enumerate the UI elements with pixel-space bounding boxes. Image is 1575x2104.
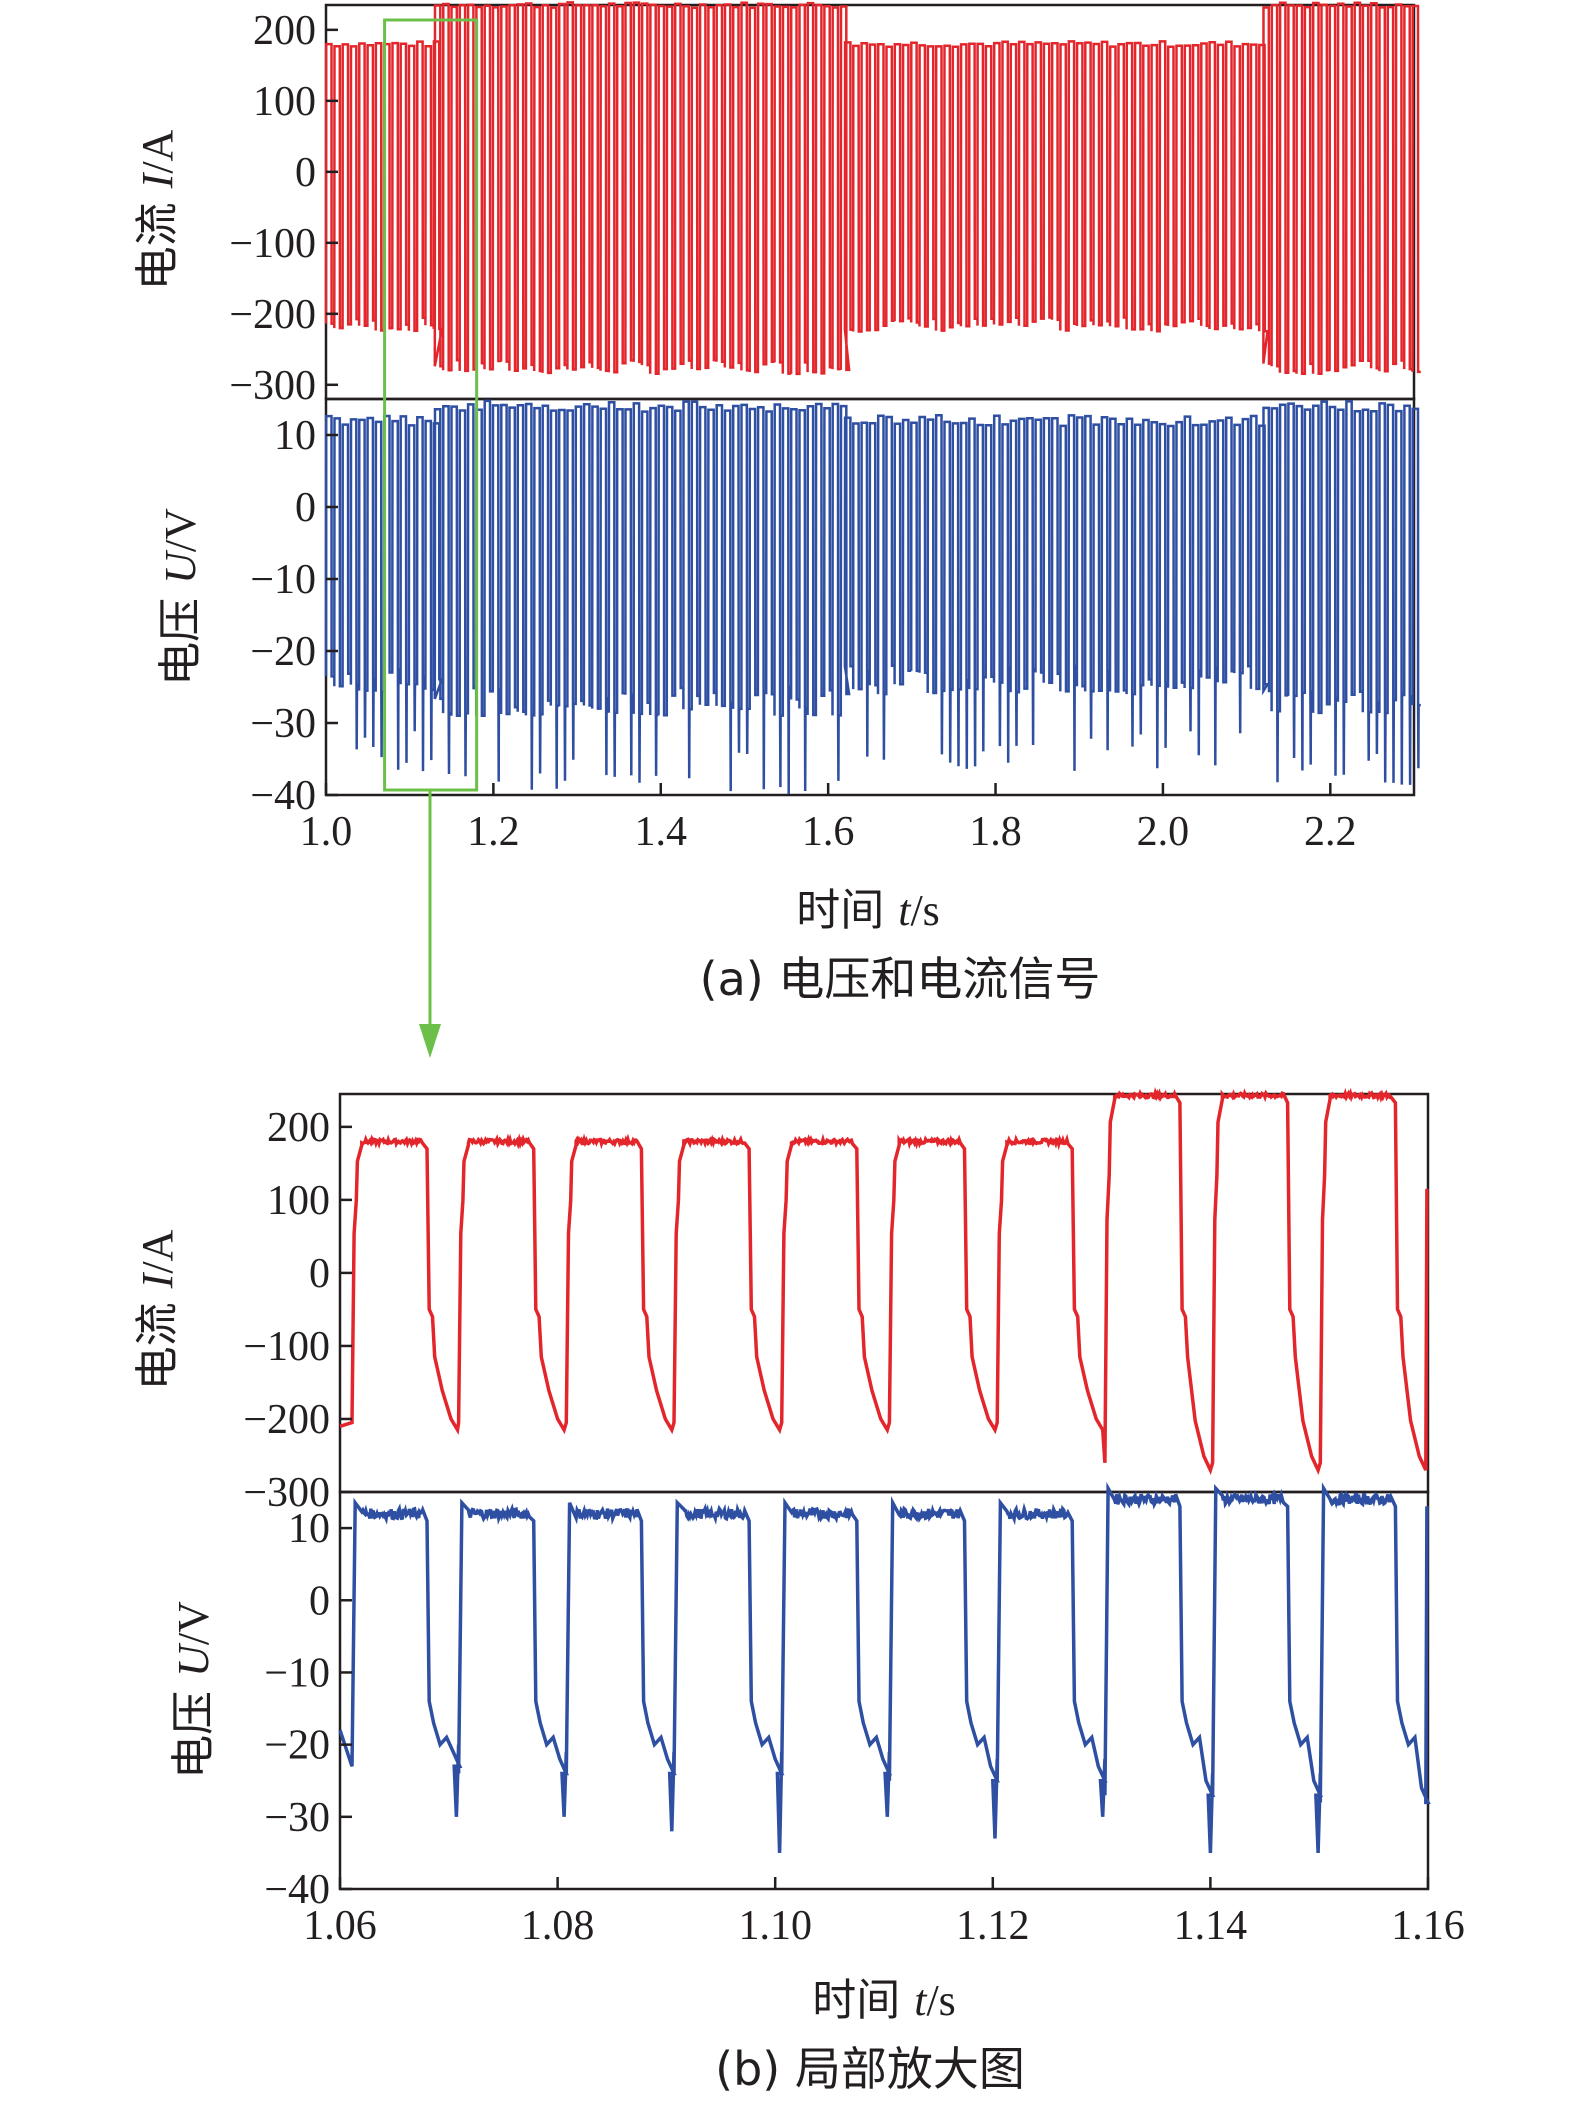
- ticks-a-x: 1.0 1.2 1.4 1.6 1.8 2.0 2.2: [300, 783, 1357, 855]
- y-axis-label-a-current: 电流 I/A: [132, 129, 183, 290]
- series-a-current: [324, 1, 1421, 376]
- a-xtick-label: 2.2: [1304, 809, 1357, 855]
- a-voltage-ytick-label: −30: [250, 701, 316, 747]
- b-current-ytick-label: −200: [243, 1397, 330, 1443]
- a-voltage-ytick-label: −20: [250, 629, 316, 675]
- a-voltage-ytick-label: −10: [250, 557, 316, 603]
- plot-frame-b-current: [338, 1092, 1430, 1494]
- b-voltage-ytick-label: −40: [264, 1867, 330, 1913]
- plot-frame-b-voltage: [338, 1490, 1430, 1891]
- x-axis-label-b: 时间 t/s: [812, 1975, 956, 2026]
- ticks-b-current: 200 100 0 −100 −200 −300: [243, 1105, 352, 1516]
- b-xtick-label: 1.06: [303, 1903, 377, 1949]
- b-current-ytick-label: 0: [309, 1251, 330, 1297]
- a-current-ytick-label: −200: [229, 292, 316, 338]
- y-axis-label-a-voltage: 电压 U/V: [155, 508, 206, 686]
- a-current-ytick-label: 0: [295, 150, 316, 196]
- caption-a: (a) 电压和电流信号: [700, 952, 1101, 1006]
- b-voltage-ytick-label: −10: [264, 1650, 330, 1696]
- a-xtick-label: 1.0: [300, 809, 353, 855]
- series-a-voltage: [324, 399, 1421, 795]
- a-current-ytick-label: 100: [253, 79, 316, 125]
- a-current-ytick-label: −300: [229, 363, 316, 409]
- b-xtick-label: 1.14: [1174, 1903, 1248, 1949]
- b-current-ytick-label: 100: [267, 1178, 330, 1224]
- b-current-ytick-label: 200: [267, 1105, 330, 1151]
- caption-b: (b) 局部放大图: [715, 2042, 1025, 2096]
- b-current-ytick-label: −300: [243, 1470, 330, 1516]
- a-xtick-label: 1.6: [802, 809, 855, 855]
- x-axis-label-a: 时间 t/s: [796, 885, 940, 936]
- a-xtick-label: 1.8: [969, 809, 1022, 855]
- ticks-b-x: 1.06 1.08 1.10 1.12 1.14 1.16: [303, 1877, 1465, 1949]
- series-b-current: [339, 1086, 1429, 1475]
- b-xtick-label: 1.08: [521, 1903, 595, 1949]
- a-voltage-ytick-label: 0: [295, 485, 316, 531]
- y-axis-label-b-current: 电流 I/A: [132, 1229, 183, 1390]
- b-voltage-ytick-label: 10: [288, 1506, 330, 1552]
- ticks-a-voltage: 10 0 −10 −20 −30 −40: [250, 413, 338, 819]
- b-xtick-label: 1.12: [956, 1903, 1030, 1949]
- zoom-arrow-head: [419, 1024, 441, 1058]
- a-voltage-ytick-label: −40: [250, 773, 316, 819]
- b-current-ytick-label: −100: [243, 1324, 330, 1370]
- b-voltage-ytick-label: −20: [264, 1723, 330, 1769]
- series-b-voltage: [338, 1481, 1431, 1853]
- b-xtick-label: 1.16: [1391, 1903, 1465, 1949]
- a-voltage-ytick-label: 10: [274, 413, 316, 459]
- b-voltage-ytick-label: 0: [309, 1578, 330, 1624]
- b-xtick-label: 1.10: [738, 1903, 812, 1949]
- b-voltage-ytick-label: −30: [264, 1795, 330, 1841]
- ticks-b-voltage: 10 0 −10 −20 −30 −40: [264, 1506, 352, 1913]
- a-current-ytick-label: 200: [253, 8, 316, 54]
- a-xtick-label: 2.0: [1137, 809, 1190, 855]
- y-axis-label-b-voltage: 电压 U/V: [168, 1601, 219, 1779]
- ticks-a-current: 200 100 0 −100 −200 −300: [229, 8, 338, 409]
- a-current-ytick-label: −100: [229, 221, 316, 267]
- a-xtick-label: 1.4: [635, 809, 688, 855]
- a-xtick-label: 1.2: [467, 809, 520, 855]
